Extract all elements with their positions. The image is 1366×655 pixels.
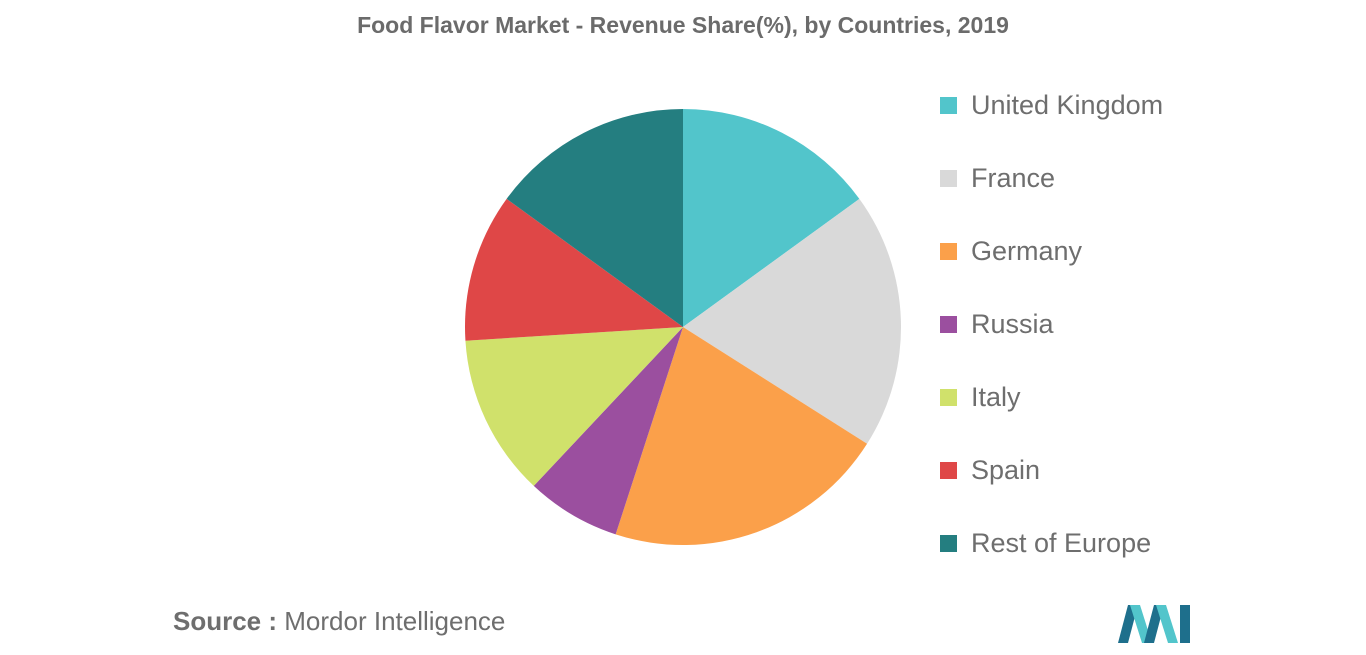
pie-slice-united-kingdom: [683, 109, 860, 327]
legend-label: Germany: [971, 235, 1083, 266]
legend-item: Germany: [940, 236, 1082, 266]
legend-label: Rest of Europe: [971, 527, 1152, 558]
legend-swatch: [940, 169, 957, 187]
pie-slice-spain: [464, 198, 683, 341]
pie-slice-rest-of-europe: [506, 109, 683, 327]
legend-label: Italy: [971, 381, 1021, 412]
source-prefix: Source :: [173, 606, 278, 636]
legend-swatch: [940, 534, 957, 552]
legend-item: Rest of Europe: [940, 528, 1151, 558]
legend-item: France: [940, 163, 1055, 193]
chart-title: Food Flavor Market - Revenue Share(%), b…: [357, 12, 1009, 38]
legend-label: United Kingdom: [971, 89, 1164, 120]
pie-slice-france: [683, 198, 902, 444]
legend-swatch: [940, 315, 957, 333]
mordor-intelligence-logo-icon: [1118, 605, 1190, 643]
pie-slice-italy: [465, 327, 683, 486]
legend-item: Russia: [940, 309, 1054, 339]
pie-slice-russia: [533, 327, 683, 535]
legend-item: Italy: [940, 382, 1021, 412]
legend-swatch: [940, 461, 957, 479]
legend-label: Spain: [971, 454, 1041, 485]
legend-label: Russia: [971, 308, 1054, 339]
source-text: Mordor Intelligence: [284, 606, 506, 636]
legend-swatch: [940, 242, 957, 260]
legend-item: Spain: [940, 455, 1040, 485]
source-note: Source : Mordor Intelligence: [173, 606, 505, 637]
legend-item: United Kingdom: [940, 90, 1163, 120]
legend-label: France: [971, 162, 1056, 193]
legend-swatch: [940, 96, 957, 114]
pie-slice-germany: [615, 327, 868, 545]
legend-swatch: [940, 388, 957, 406]
